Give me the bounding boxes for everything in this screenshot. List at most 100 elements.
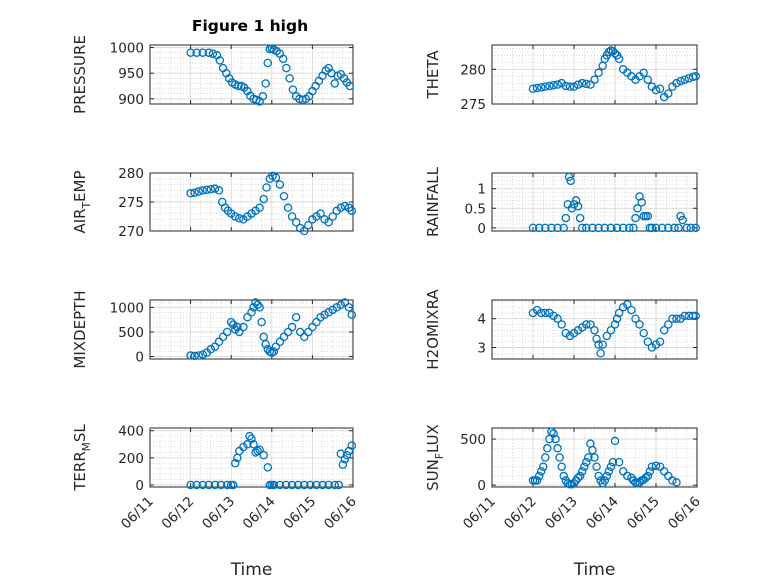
data-point [308, 322, 317, 332]
data-point [564, 172, 574, 182]
data-point [569, 82, 579, 91]
data-point [549, 429, 558, 438]
y-tick-label: 500 [460, 432, 486, 448]
y-tick-label: 0 [135, 478, 144, 494]
data-point [645, 467, 655, 476]
data-point [287, 322, 297, 332]
data-point [598, 61, 607, 71]
data-point [664, 89, 673, 98]
data-point [255, 303, 264, 312]
data-point [204, 48, 214, 57]
data-point [561, 81, 571, 91]
data-point [347, 310, 357, 319]
data-point [318, 480, 327, 490]
data-point [231, 212, 240, 221]
data-point [555, 453, 564, 462]
y-tick-label: 275 [118, 195, 144, 211]
y-tick-label: 280 [460, 62, 486, 78]
data-point [577, 467, 587, 476]
data-point [283, 203, 293, 213]
data-point [536, 308, 546, 318]
data-point [261, 339, 270, 349]
data-point [344, 303, 354, 312]
y-axis-label: H2OMIXRA [424, 289, 442, 370]
data-point [561, 213, 571, 223]
data-point [330, 79, 339, 88]
data-point [300, 332, 309, 342]
data-point [233, 322, 242, 332]
data-point [682, 223, 692, 233]
data-point [549, 81, 558, 90]
data-point [198, 480, 208, 490]
data-point [532, 476, 542, 485]
x-tick-label: 06/14 [583, 494, 622, 533]
data-point [536, 83, 546, 92]
data-point [271, 173, 281, 182]
data-point [291, 312, 301, 322]
y-axis-label: MIXDEPTH [71, 290, 89, 368]
data-point [575, 471, 585, 481]
data-point [253, 446, 262, 456]
y-tick-label: 270 [118, 224, 144, 240]
data-point [304, 220, 313, 230]
x-tick-label: 06/15 [280, 494, 319, 533]
data-point [594, 68, 603, 78]
data-point [688, 311, 698, 321]
data-point [659, 325, 669, 335]
data-point [674, 223, 683, 233]
data-point [342, 450, 352, 460]
data-point [672, 78, 681, 88]
data-point [668, 476, 677, 485]
x-tick-label: 06/13 [542, 494, 581, 533]
data-point [228, 480, 238, 490]
figure-title: Figure 1 high [192, 17, 308, 35]
data-point [553, 223, 562, 233]
data-point [269, 480, 279, 490]
data-point [604, 47, 614, 57]
data-point [614, 308, 624, 318]
data-point [263, 463, 272, 472]
data-point [262, 183, 271, 192]
data-point [602, 471, 612, 481]
data-point [541, 308, 550, 318]
data-point [657, 223, 667, 233]
data-point [668, 314, 677, 323]
data-point [547, 223, 556, 233]
data-point [194, 187, 203, 196]
data-point [643, 211, 653, 221]
data-point [643, 471, 653, 481]
data-point [614, 54, 624, 64]
data-point [606, 462, 616, 471]
data-point [647, 462, 657, 471]
data-point [643, 75, 653, 84]
data-point [594, 340, 603, 349]
axes-frame [149, 299, 354, 360]
data-point [204, 480, 214, 490]
data-point [347, 441, 357, 450]
y-tick-label: 1 [477, 182, 486, 198]
data-point [249, 440, 258, 449]
x-tick-label: 06/11 [118, 494, 157, 533]
data-point [573, 473, 583, 483]
data-point [198, 186, 208, 195]
data-point [606, 223, 616, 233]
y-tick-label: 275 [460, 97, 486, 113]
data-point [192, 480, 201, 490]
y-tick-label: 200 [118, 451, 144, 467]
data-point [340, 201, 350, 211]
x-tick-label: 06/16 [321, 494, 360, 533]
data-point [312, 480, 321, 490]
data-point [190, 351, 199, 361]
data-point [606, 325, 616, 335]
data-point [680, 75, 689, 84]
x-tick-label: 06/13 [199, 494, 238, 533]
y-axis-label: SUNFLUX [424, 424, 446, 491]
data-point [334, 480, 344, 490]
data-point [557, 320, 566, 329]
y-tick-label: 4 [477, 312, 486, 328]
data-point [543, 444, 552, 453]
data-point [347, 206, 357, 215]
data-point [551, 434, 560, 444]
